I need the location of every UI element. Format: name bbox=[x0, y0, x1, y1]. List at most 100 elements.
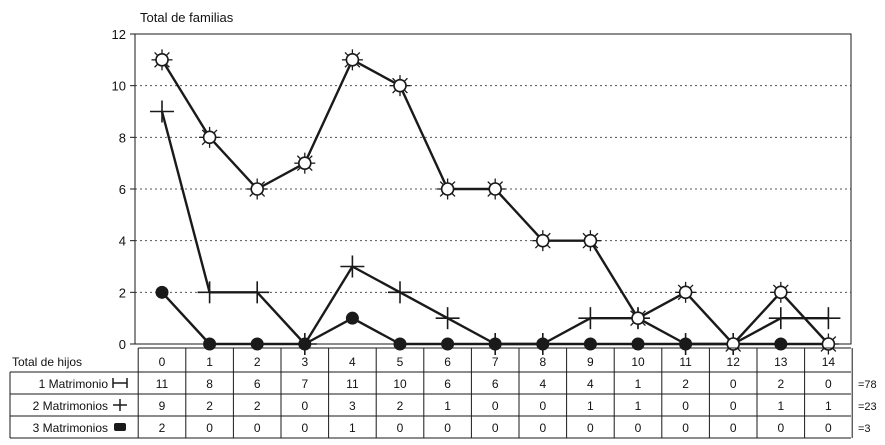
table-cell: 6 bbox=[254, 377, 261, 391]
table-cell: 0 bbox=[206, 421, 213, 435]
x-tick-label: 4 bbox=[349, 355, 356, 369]
table-cell: 0 bbox=[777, 421, 784, 435]
x-tick-label: 0 bbox=[159, 355, 166, 369]
table-cell: 7 bbox=[301, 377, 308, 391]
row-label: 3 Matrimonios bbox=[33, 421, 108, 435]
table-cell: 2 bbox=[397, 399, 404, 413]
dot-marker bbox=[203, 337, 217, 351]
y-tick-label: 6 bbox=[119, 182, 126, 197]
table-cell: 0 bbox=[397, 421, 404, 435]
table-cell: 0 bbox=[682, 399, 689, 413]
series-sun bbox=[151, 49, 839, 355]
y-tick-label: 2 bbox=[119, 285, 126, 300]
table-cell: 1 bbox=[777, 399, 784, 413]
table-cell: 0 bbox=[492, 421, 499, 435]
dot-marker bbox=[250, 337, 264, 351]
table-cell: 1 bbox=[444, 399, 451, 413]
row-total: =23 bbox=[858, 401, 877, 413]
table-cell: 0 bbox=[301, 399, 308, 413]
sun-marker bbox=[535, 233, 550, 248]
sun-marker bbox=[488, 182, 503, 196]
series-line bbox=[160, 58, 830, 346]
sun-marker bbox=[678, 285, 693, 300]
table-cell: 11 bbox=[156, 377, 169, 391]
series-plus bbox=[150, 100, 841, 355]
table-cell: 0 bbox=[825, 377, 832, 391]
table-cell: 10 bbox=[393, 377, 407, 391]
table-cell: 0 bbox=[730, 377, 737, 391]
sun-marker bbox=[250, 182, 265, 196]
x-tick-label: 3 bbox=[301, 355, 308, 369]
x-tick-label: 11 bbox=[679, 355, 692, 369]
x-tick-label: 12 bbox=[727, 355, 741, 369]
y-tick-label: 0 bbox=[119, 337, 126, 352]
table-cell: 0 bbox=[635, 421, 642, 435]
table-cell: 2 bbox=[206, 399, 213, 413]
table-cell: 0 bbox=[539, 421, 546, 435]
dot-marker bbox=[441, 337, 455, 351]
x-tick-label: 8 bbox=[539, 355, 546, 369]
dot-marker bbox=[774, 337, 788, 351]
table-cell: 2 bbox=[254, 399, 261, 413]
row-label: 1 Matrimonio bbox=[39, 377, 109, 391]
sun-marker bbox=[155, 53, 169, 67]
x-tick-label: 7 bbox=[492, 355, 499, 369]
y-tick-label: 8 bbox=[119, 130, 126, 145]
y-axis: 0 2 4 6 8 10 12 bbox=[112, 27, 135, 352]
sun-marker bbox=[726, 337, 741, 351]
table-cell: 11 bbox=[346, 377, 359, 391]
table-cell: 6 bbox=[444, 377, 451, 391]
row-total: =78 bbox=[858, 379, 877, 391]
sun-marker bbox=[393, 78, 407, 93]
dot-marker bbox=[393, 337, 407, 351]
table-cell: 2 bbox=[682, 377, 689, 391]
table-cell: 0 bbox=[492, 399, 499, 413]
table-cell: 0 bbox=[301, 421, 308, 435]
dot-marker bbox=[155, 285, 169, 299]
x-axis-title: Total de hijos bbox=[12, 355, 82, 369]
x-tick-label: 1 bbox=[206, 355, 213, 369]
table-cell: 6 bbox=[492, 377, 499, 391]
table-cell: 1 bbox=[635, 377, 642, 391]
x-tick-label: 10 bbox=[631, 355, 645, 369]
x-tick-label: 5 bbox=[397, 355, 404, 369]
sun-marker bbox=[631, 311, 645, 325]
series-lines bbox=[150, 49, 841, 355]
table-cell: 0 bbox=[254, 421, 261, 435]
sun-marker bbox=[440, 182, 455, 196]
table-cell: 0 bbox=[825, 421, 832, 435]
sun-marker bbox=[297, 156, 312, 170]
sun-marker bbox=[345, 53, 360, 67]
table-cell: 1 bbox=[587, 399, 594, 413]
table-cell: 0 bbox=[587, 421, 594, 435]
dot-marker bbox=[345, 311, 359, 325]
y-tick-label: 10 bbox=[112, 79, 126, 94]
table-cell: 0 bbox=[730, 399, 737, 413]
series-line bbox=[160, 111, 829, 346]
table-cell: 8 bbox=[206, 377, 213, 391]
data-table: Total de hijos 0 1 2 3 4 5 6 7 8 9 10 11 12 13 141 Matr… bbox=[9, 347, 877, 439]
table-cell: 1 bbox=[635, 399, 642, 413]
x-tick-label: 6 bbox=[444, 355, 451, 369]
sun-marker bbox=[821, 337, 836, 351]
row-label: 2 Matrimonios bbox=[33, 399, 108, 413]
row-total: =3 bbox=[858, 423, 871, 435]
table-cell: 0 bbox=[682, 421, 689, 435]
table-cell: 9 bbox=[159, 399, 166, 413]
sun-marker bbox=[202, 130, 217, 145]
legend-marker-dot bbox=[114, 423, 126, 431]
sun-marker bbox=[773, 285, 788, 300]
table-cell: 2 bbox=[159, 421, 166, 435]
table-cell: 0 bbox=[444, 421, 451, 435]
table-cell: 1 bbox=[349, 421, 356, 435]
x-tick-label: 9 bbox=[587, 355, 594, 369]
table-cell: 1 bbox=[825, 399, 832, 413]
sun-marker bbox=[583, 233, 598, 248]
y-tick-label: 12 bbox=[112, 27, 126, 42]
x-tick-label: 13 bbox=[774, 355, 788, 369]
x-tick-label: 2 bbox=[254, 355, 261, 369]
grid-lines bbox=[135, 85, 851, 293]
dot-marker bbox=[583, 337, 597, 351]
